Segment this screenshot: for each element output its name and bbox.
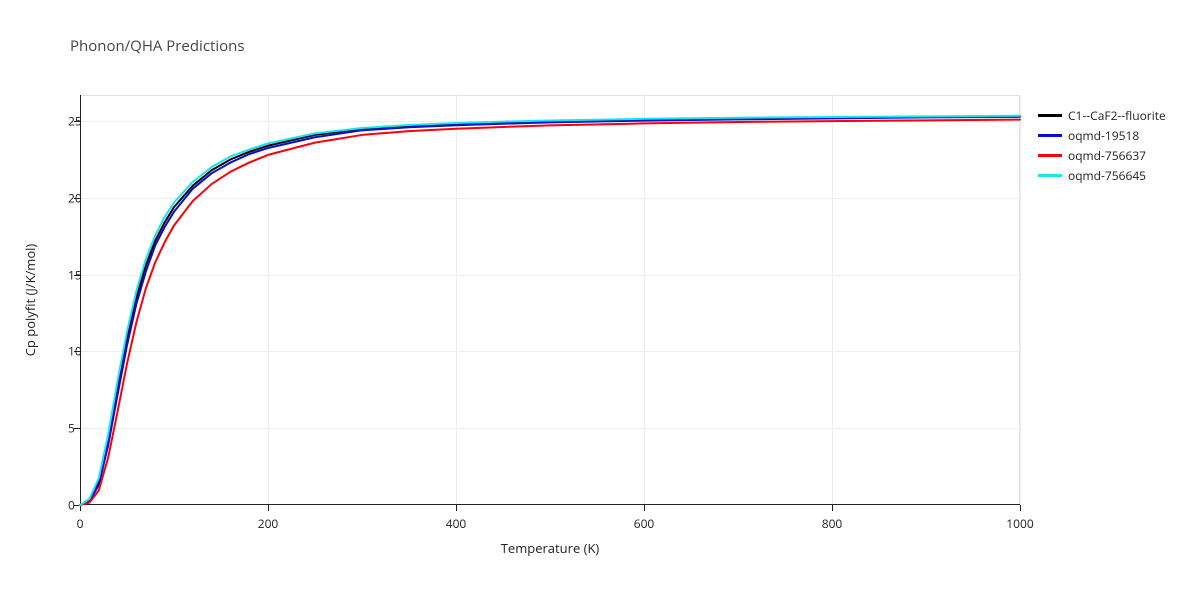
x-tick — [1020, 505, 1021, 511]
legend-item[interactable]: oqmd-756637 — [1038, 145, 1166, 165]
series-line — [80, 116, 1020, 505]
y-axis-label: Cp polyfit (J/K/mol) — [21, 244, 39, 357]
series-line — [80, 116, 1020, 505]
chart-title: Phonon/QHA Predictions — [70, 36, 245, 56]
x-tick-label: 1000 — [1006, 515, 1033, 532]
x-tick-label: 600 — [634, 515, 655, 532]
x-axis-label: Temperature (K) — [501, 539, 600, 557]
legend-label: oqmd-756645 — [1068, 167, 1146, 184]
x-tick-label: 200 — [258, 515, 279, 532]
series-layer — [80, 95, 1020, 505]
legend-label: C1--CaF2--fluorite — [1068, 107, 1166, 124]
legend-swatch — [1038, 154, 1062, 157]
legend-label: oqmd-19518 — [1068, 127, 1139, 144]
legend-item[interactable]: oqmd-19518 — [1038, 125, 1166, 145]
x-tick-label: 800 — [822, 515, 843, 532]
series-line — [80, 117, 1020, 505]
x-tick — [456, 505, 457, 511]
legend-swatch — [1038, 174, 1062, 177]
legend: C1--CaF2--fluorite oqmd-19518 oqmd-756637 o… — [1038, 105, 1166, 185]
x-tick — [644, 505, 645, 511]
legend-item[interactable]: oqmd-756645 — [1038, 165, 1166, 185]
grid-vertical — [1020, 95, 1021, 505]
series-line — [80, 120, 1020, 505]
x-tick-label: 0 — [77, 515, 84, 532]
x-tick — [268, 505, 269, 511]
legend-swatch — [1038, 134, 1062, 137]
legend-label: oqmd-756637 — [1068, 147, 1146, 164]
legend-swatch — [1038, 114, 1062, 117]
legend-item[interactable]: C1--CaF2--fluorite — [1038, 105, 1166, 125]
x-tick — [832, 505, 833, 511]
plot-area: 020040060080010000510152025 — [80, 95, 1020, 505]
x-tick-label: 400 — [446, 515, 467, 532]
